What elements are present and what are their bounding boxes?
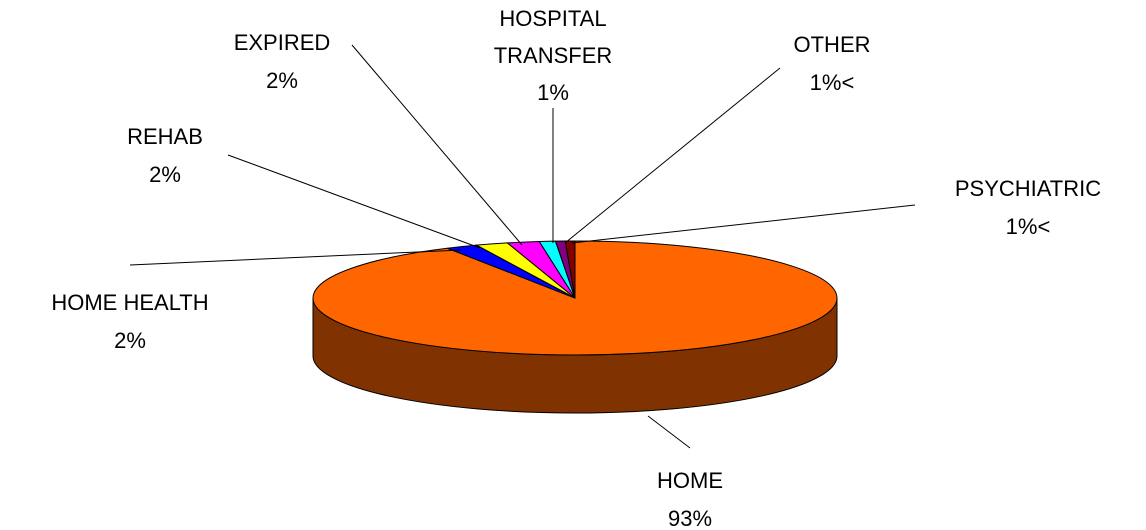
leader-line (564, 67, 781, 244)
value-label: 1% (537, 80, 569, 105)
category-label: HOSPITAL TRANSFER (493, 6, 613, 68)
slice-label: HOME HEALTH 2% (51, 284, 208, 360)
pie-slice (564, 240, 576, 299)
leader-line (571, 204, 916, 244)
category-label: HOME HEALTH (51, 290, 209, 315)
pie-slice (312, 240, 838, 356)
leader-line (129, 249, 463, 266)
slice-label: HOME 93% (657, 462, 723, 530)
value-label: 2% (266, 68, 298, 93)
category-label: OTHER (793, 32, 871, 57)
category-label: EXPIRED (233, 30, 331, 55)
leader-line (351, 44, 523, 246)
value-label: 2% (149, 162, 181, 187)
category-label: PSYCHIATRIC (954, 176, 1102, 201)
leader-line (227, 154, 481, 249)
leader-line (647, 415, 691, 449)
slice-label: EXPIRED 2% (234, 24, 331, 100)
slice-label: HOSPITAL TRANSFER 1% (468, 0, 638, 112)
value-label: 1%< (809, 70, 855, 95)
category-label: REHAB (127, 124, 203, 149)
slice-label: REHAB 2% (127, 118, 203, 194)
value-label: 2% (114, 328, 146, 353)
category-label: HOME (657, 468, 723, 493)
value-label: 1%< (1005, 214, 1051, 239)
slice-label: OTHER 1%< (794, 26, 871, 102)
value-label: 93% (667, 506, 713, 530)
slice-label: PSYCHIATRIC 1%< (955, 170, 1101, 246)
